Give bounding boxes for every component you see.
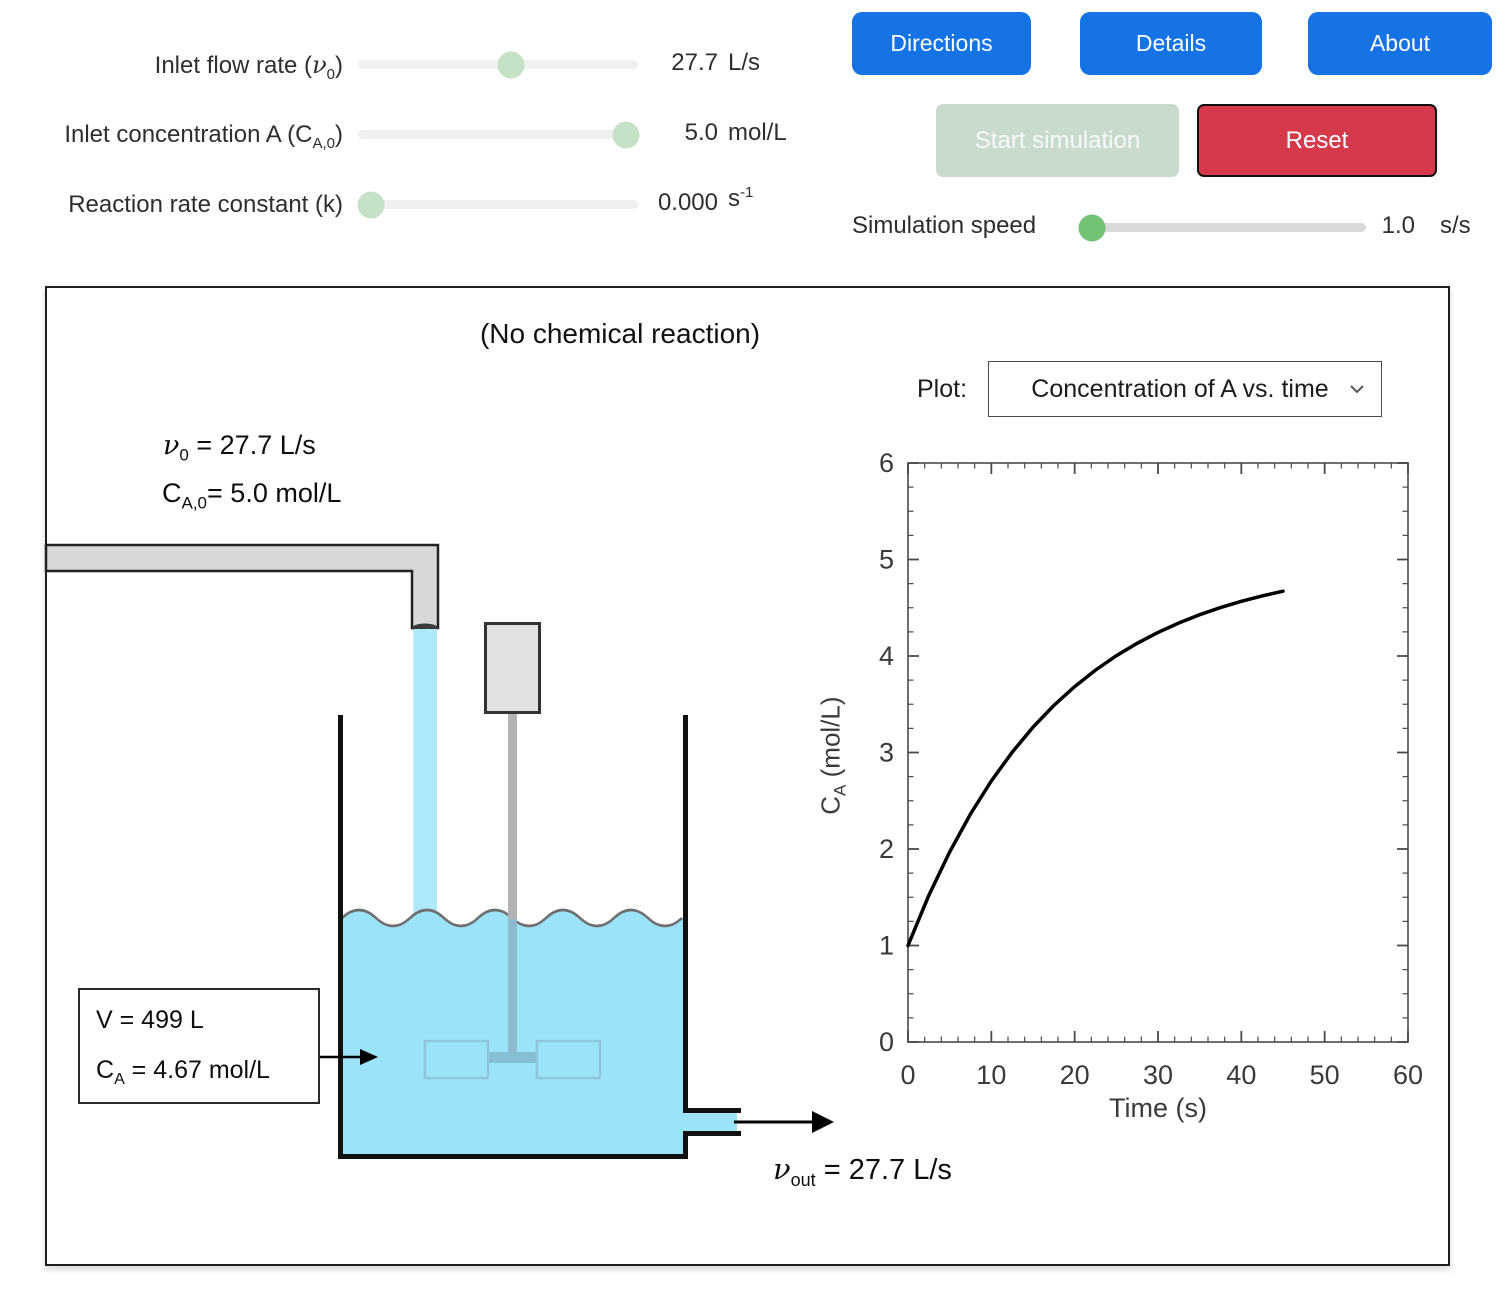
reaction-rate-unit: s-1 [728, 184, 754, 212]
chart-x-axis-title: Time (s) [1109, 1093, 1207, 1123]
panel-title: (No chemical reaction) [479, 318, 761, 349]
reaction-rate-label: Reaction rate constant (k) [68, 191, 343, 218]
x-tick-label: 0 [900, 1060, 915, 1090]
y-tick-label: 3 [879, 738, 894, 768]
x-tick-label: 40 [1226, 1060, 1256, 1090]
simulation-speed-slider[interactable] [1078, 214, 1366, 241]
x-tick-label: 20 [1060, 1060, 1090, 1090]
y-tick-label: 5 [879, 545, 894, 575]
tank-info-box: V = 499 L CA = 4.67 mol/L [78, 988, 320, 1104]
inlet-pipe [44, 543, 440, 630]
reaction-rate-slider[interactable] [357, 191, 638, 218]
stirrer-paddle-left [423, 1039, 490, 1080]
inlet-flow-rate-label: Inlet flow rate (ν0) [154, 51, 343, 83]
info-arrow-head [360, 1049, 378, 1065]
simulation-speed-value: 1.0 [1381, 212, 1415, 239]
tank-walls [338, 715, 741, 1159]
stirrer-motor [484, 622, 541, 714]
chevron-down-icon [1350, 385, 1364, 394]
stirrer-crossbar [487, 1052, 538, 1063]
simulation-speed-label: Simulation speed [852, 212, 1037, 239]
inlet-flow-rate-knob[interactable] [497, 51, 525, 78]
inlet-flow-rate-value: 27.7 [671, 49, 718, 76]
inlet-concentration-slider[interactable] [358, 121, 640, 148]
about-button[interactable]: About [1308, 12, 1492, 75]
inlet-concentration-unit: mol/L [728, 119, 787, 146]
inlet-flow-rate-slider[interactable] [358, 51, 638, 78]
y-tick-label: 1 [879, 931, 894, 961]
inlet-stream [413, 629, 437, 924]
plot-select-value: Concentration of A vs. time [1031, 374, 1329, 403]
chart-y-axis-title: CA (mol/L) [815, 696, 850, 815]
reaction-rate-knob[interactable] [357, 191, 385, 218]
x-tick-label: 30 [1143, 1060, 1173, 1090]
simulation-speed-knob[interactable] [1078, 214, 1106, 241]
reset-button[interactable]: Reset [1197, 104, 1437, 177]
x-tick-label: 10 [976, 1060, 1006, 1090]
reaction-rate-value: 0.000 [657, 189, 718, 216]
directions-button[interactable]: Directions [852, 12, 1031, 75]
tank-volume-value: V = 499 L [96, 1006, 204, 1034]
chart-plot-area: 0 10 20 30 40 50 60 0 1 2 3 4 5 6 [879, 448, 1423, 1090]
start-simulation-button[interactable]: Start simulation [936, 104, 1179, 177]
inlet-conc-label: CA,0= 5.0 mol/L [162, 478, 342, 513]
inlet-concentration-value: 5.0 [684, 119, 718, 146]
chart-frame [907, 462, 1409, 1043]
inlet-concentration-label: Inlet concentration A (CA,0) [64, 121, 343, 152]
x-tick-label: 60 [1393, 1060, 1423, 1090]
outlet-arrow-head [812, 1111, 834, 1133]
stirrer-shaft-lower [508, 919, 517, 1063]
x-tick-label: 50 [1310, 1060, 1340, 1090]
inlet-flow-label: ν0 = 27.7 L/s [163, 430, 316, 465]
inlet-flow-rate-unit: L/s [728, 49, 761, 76]
y-tick-label: 0 [879, 1027, 894, 1057]
concentration-curve [906, 589, 1285, 948]
y-tick-label: 4 [879, 641, 894, 671]
plot-select[interactable]: Concentration of A vs. time [988, 361, 1382, 417]
inlet-concentration-knob[interactable] [612, 121, 640, 148]
simulation-speed-unit: s/s [1440, 212, 1471, 239]
stirrer-paddle-right [535, 1039, 602, 1080]
plot-label: Plot: [917, 375, 968, 403]
outlet-flow-label: νout = 27.7 L/s [773, 1152, 952, 1190]
tank-concentration-value: CA = 4.67 mol/L [96, 1056, 270, 1088]
details-button[interactable]: Details [1080, 12, 1262, 75]
stirrer-shaft-upper [508, 712, 517, 919]
outlet-water [684, 1113, 737, 1132]
y-tick-label: 2 [879, 834, 894, 864]
y-tick-label: 6 [879, 448, 894, 478]
